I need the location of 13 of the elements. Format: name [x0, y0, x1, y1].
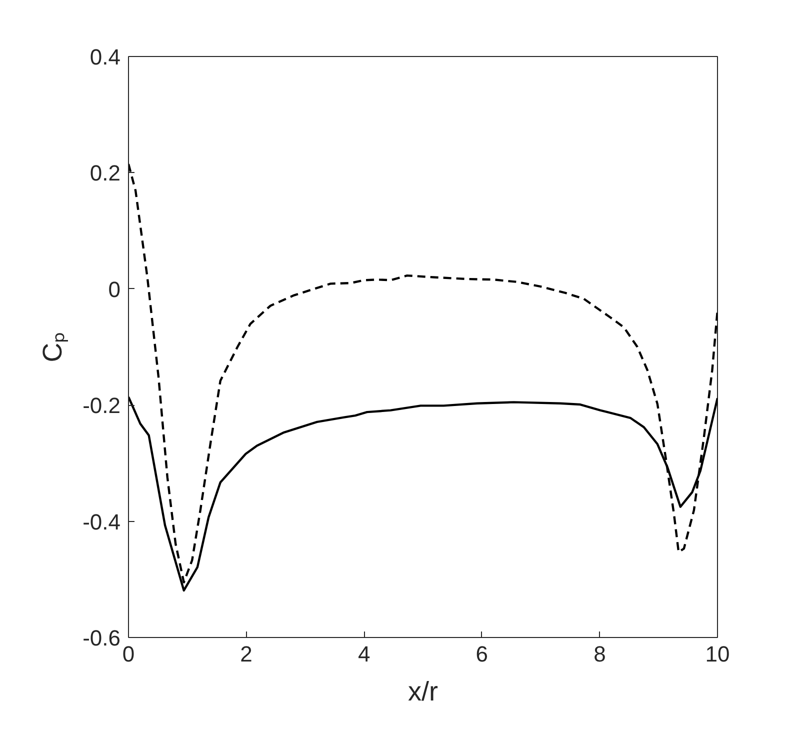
y-tick-label: -0.2 [82, 393, 121, 418]
x-tick-label: 2 [240, 642, 252, 666]
x-tick-label: 8 [594, 642, 606, 666]
x-tick-label: 4 [358, 642, 370, 666]
y-tick-label: 0.2 [90, 160, 121, 186]
x-tick-label: 6 [476, 642, 488, 666]
y-tick-label: 0 [108, 276, 121, 302]
y-axis-title: Cₚ [38, 332, 69, 362]
y-tick-label: -0.6 [82, 626, 121, 650]
y-tick-label: -0.4 [82, 509, 121, 534]
y-tick-label: 0.4 [90, 44, 121, 70]
x-tick-label: 10 [705, 642, 730, 666]
x-axis-title: x/r [408, 676, 438, 706]
